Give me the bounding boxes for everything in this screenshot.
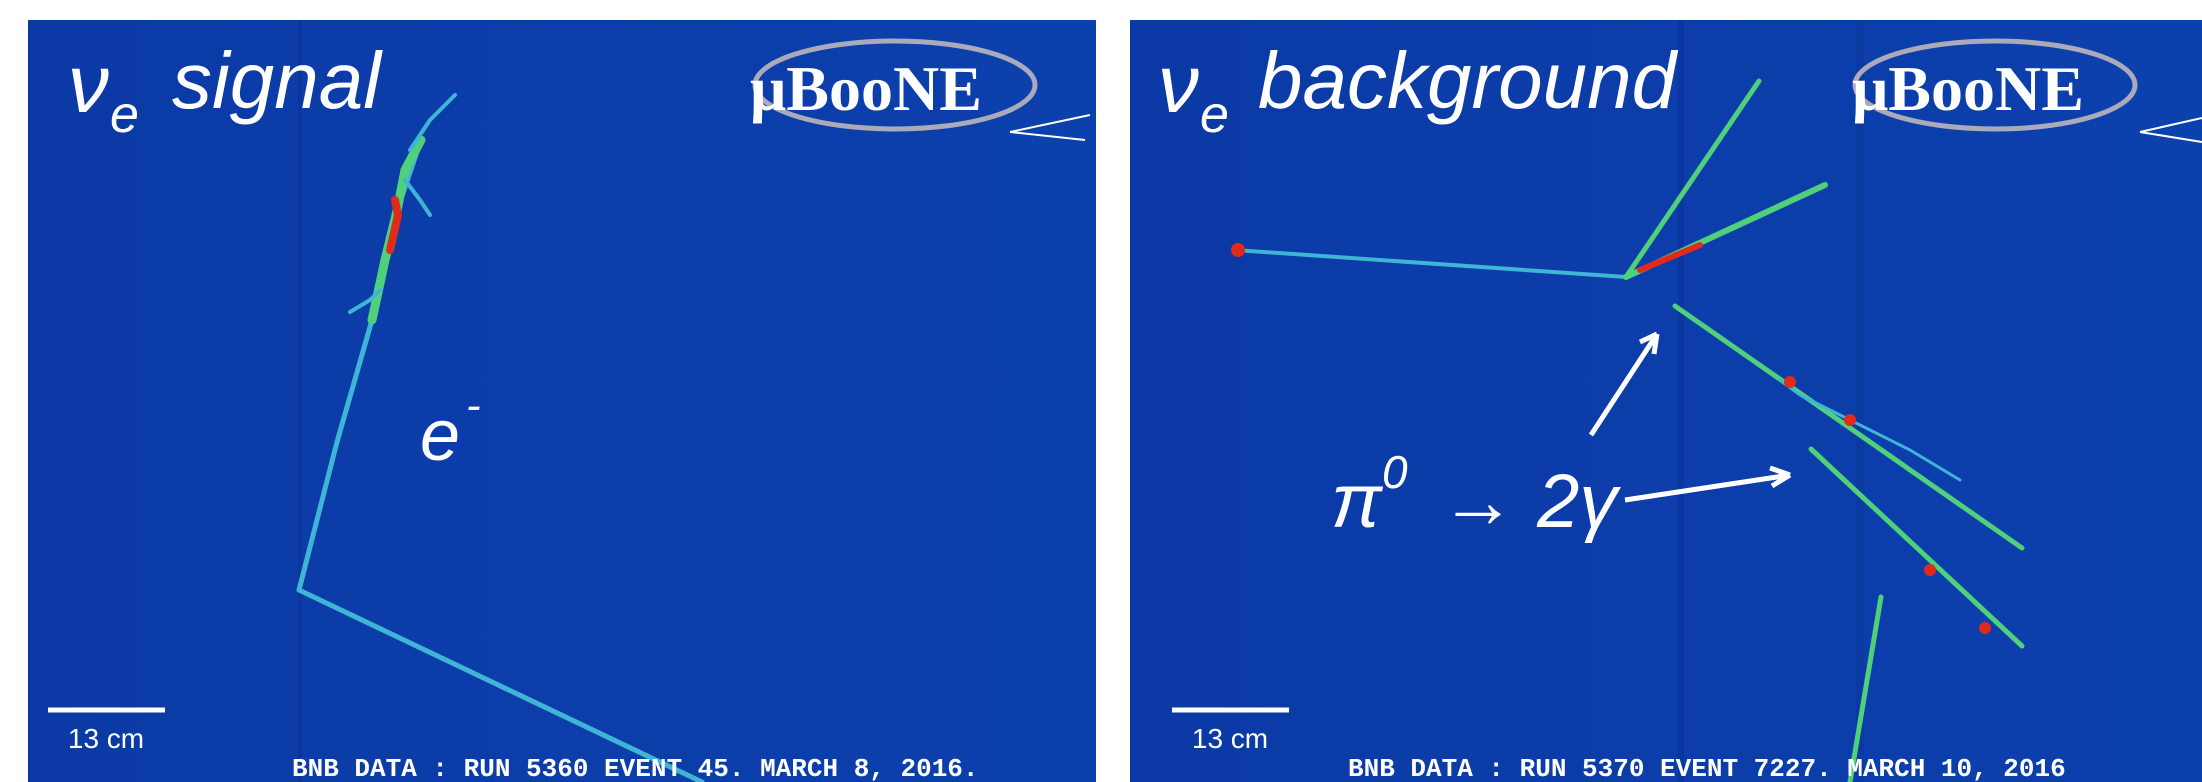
- logo: μBooNE: [1852, 53, 2084, 124]
- title-subscript: e: [1200, 86, 1229, 144]
- background-panel: ν e background μBooNE π 0 → 2γ 13 cm BNB…: [1130, 20, 2202, 782]
- particle-superscript: 0: [1382, 446, 1408, 498]
- particle-label-rest: → 2γ: [1440, 459, 1621, 544]
- particle-label: e: [420, 396, 460, 476]
- footer: BNB DATA : RUN 5360 EVENT 45. MARCH 8, 2…: [292, 754, 979, 782]
- event-displays: ν e signal μBooNE e - 13 cm BNB DATA : R…: [0, 0, 2202, 782]
- title: signal: [172, 36, 383, 125]
- panel-background: [1130, 20, 2202, 782]
- title: background: [1258, 36, 1679, 125]
- title-subscript: e: [110, 86, 139, 144]
- signal-panel: ν e signal μBooNE e - 13 cm BNB DATA : R…: [28, 20, 1096, 782]
- scale-label: 13 cm: [1192, 723, 1268, 754]
- particle-superscript: -: [466, 381, 481, 430]
- panel-background: [28, 20, 1096, 782]
- particle-label: π: [1331, 459, 1384, 544]
- scale-label: 13 cm: [68, 723, 144, 754]
- title-symbol: ν: [68, 39, 109, 130]
- footer: BNB DATA : RUN 5370 EVENT 7227. MARCH 10…: [1348, 754, 2066, 782]
- logo: μBooNE: [750, 53, 982, 124]
- title-symbol: ν: [1158, 39, 1199, 130]
